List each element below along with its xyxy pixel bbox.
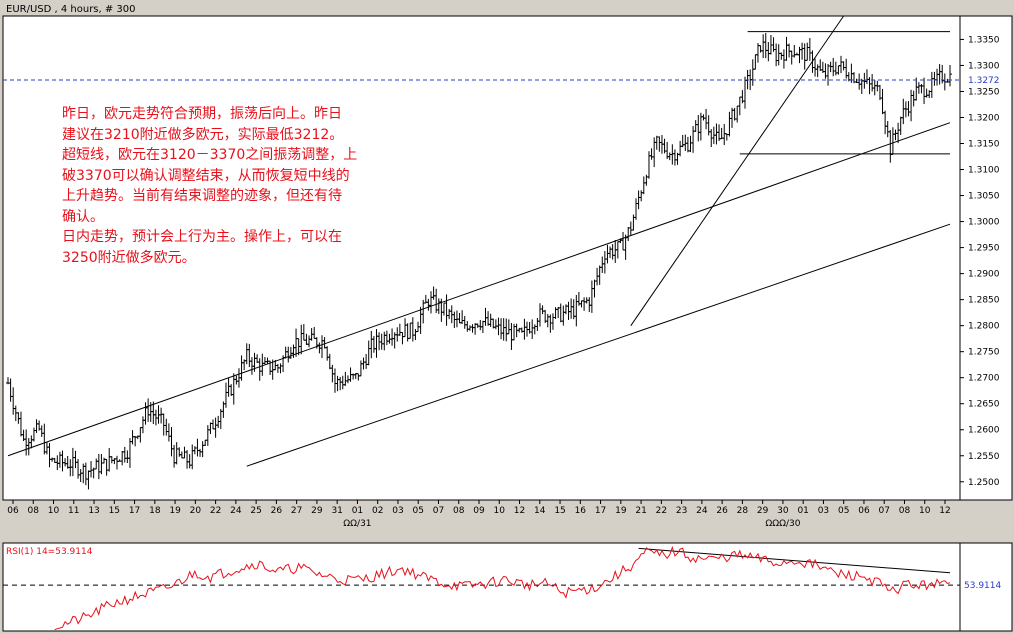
price-axis-area (959, 15, 1013, 501)
price-trendlines (7, 15, 951, 467)
time-tick-label: 29 (757, 506, 769, 516)
price-tick-label: 1.2700 (968, 374, 1000, 384)
price-tick-label: 1.3050 (968, 192, 1000, 202)
time-tick-label: 24 (230, 506, 242, 516)
time-tick-label: 28 (737, 506, 749, 516)
price-tick-label: 1.3200 (968, 113, 1000, 123)
price-axis-ticks: 1.2500 1.2550 1.2600 1.2650 1.2700 1.2750 1.28… (960, 35, 1000, 488)
time-axis-sublabel: ΩΩ/31 (343, 519, 371, 529)
time-tick-label: 29 (311, 506, 323, 516)
last-price-label: 1.3272 (968, 76, 1000, 86)
analysis-note: 昨日，欧元走势符合预期，振荡后向上。昨日 建议在3210附近做多欧元，实际最低3… (62, 106, 358, 266)
time-tick-label: 16 (575, 506, 587, 516)
chart-title: EUR/USD , 4 hours, # 300 (6, 4, 136, 15)
time-tick-label: 10 (494, 506, 506, 516)
time-tick-label: 05 (412, 506, 423, 516)
price-tick-label: 1.2800 (968, 322, 1000, 332)
price-bars (6, 32, 952, 490)
trendline (7, 122, 951, 457)
price-tick-label: 1.2850 (968, 296, 1000, 306)
time-tick-label: 13 (88, 506, 99, 516)
time-tick-label: 30 (777, 506, 789, 516)
time-tick-label: 09 (473, 506, 485, 516)
rsi-axis-area (959, 542, 1013, 632)
price-tick-label: 1.2650 (968, 400, 1000, 410)
time-tick-label: 06 (7, 506, 19, 516)
time-tick-label: 05 (838, 506, 849, 516)
time-tick-label: 15 (109, 506, 120, 516)
time-tick-label: 01 (797, 506, 808, 516)
time-axis-sublabel: ΩΩΩ/30 (765, 519, 800, 529)
time-tick-label: 12 (514, 506, 525, 516)
time-tick-label: 07 (878, 506, 889, 516)
time-tick-label: 20 (190, 506, 202, 516)
price-tick-label: 1.3000 (968, 218, 1000, 228)
time-tick-label: 19 (169, 506, 181, 516)
price-tick-label: 1.3250 (968, 87, 1000, 97)
time-tick-label: 10 (919, 506, 931, 516)
rsi-panel: RSI(1) 14=53.9114 53.9114 (2, 542, 1013, 632)
time-tick-label: 14 (534, 506, 546, 516)
time-tick-label: 08 (899, 506, 911, 516)
time-tick-label: 26 (716, 506, 728, 516)
time-tick-label: 22 (656, 506, 667, 516)
time-tick-label: 26 (271, 506, 283, 516)
time-tick-label: 17 (129, 506, 140, 516)
rsi-trendline (638, 547, 951, 574)
time-tick-label: 12 (939, 506, 950, 516)
price-tick-label: 1.2750 (968, 348, 1000, 358)
price-plot-area (2, 15, 961, 501)
time-tick-label: 31 (331, 506, 342, 516)
time-tick-label: 02 (372, 506, 383, 516)
time-tick-label: 19 (615, 506, 627, 516)
time-tick-label: 23 (676, 506, 687, 516)
time-tick-label: 27 (291, 506, 302, 516)
price-tick-label: 1.2900 (968, 270, 1000, 280)
time-tick-label: 07 (433, 506, 444, 516)
rsi-value-label: 53.9114 (964, 581, 1001, 591)
rsi-series-line (54, 545, 951, 631)
time-tick-label: 18 (149, 506, 161, 516)
price-tick-label: 1.3350 (968, 35, 1000, 45)
price-tick-label: 1.2500 (968, 478, 1000, 488)
time-tick-label: 03 (392, 506, 403, 516)
time-tick-label: 17 (595, 506, 606, 516)
time-tick-label: 11 (68, 506, 79, 516)
time-tick-label: 21 (635, 506, 646, 516)
trendline (246, 223, 951, 467)
time-tick-label: 25 (250, 506, 261, 516)
trendline (630, 15, 845, 326)
price-tick-label: 1.2600 (968, 426, 1000, 436)
time-tick-label: 10 (48, 506, 60, 516)
time-axis-ticks: 06 08 10 11 13 15 17 18 19 20 22 24 25 26 27 29 31 01 02 03… (7, 500, 951, 516)
time-tick-label: 24 (696, 506, 708, 516)
price-tick-label: 1.3300 (968, 61, 1000, 71)
price-tick-label: 1.3150 (968, 140, 1000, 150)
price-tick-label: 1.3100 (968, 166, 1000, 176)
time-tick-label: 06 (858, 506, 870, 516)
time-tick-label: 03 (818, 506, 829, 516)
price-tick-label: 1.2950 (968, 244, 1000, 254)
time-tick-label: 01 (352, 506, 363, 516)
time-tick-label: 22 (210, 506, 221, 516)
price-tick-label: 1.2550 (968, 452, 1000, 462)
rsi-title: RSI(1) 14=53.9114 (6, 547, 93, 557)
time-tick-label: 08 (453, 506, 465, 516)
price-panel: EUR/USD , 4 hours, # 300 1.25001.25501.2… (2, 4, 1013, 529)
time-tick-label: 08 (28, 506, 40, 516)
time-tick-label: 15 (554, 506, 565, 516)
price-bar (948, 65, 952, 87)
rsi-plot-area (2, 542, 961, 632)
